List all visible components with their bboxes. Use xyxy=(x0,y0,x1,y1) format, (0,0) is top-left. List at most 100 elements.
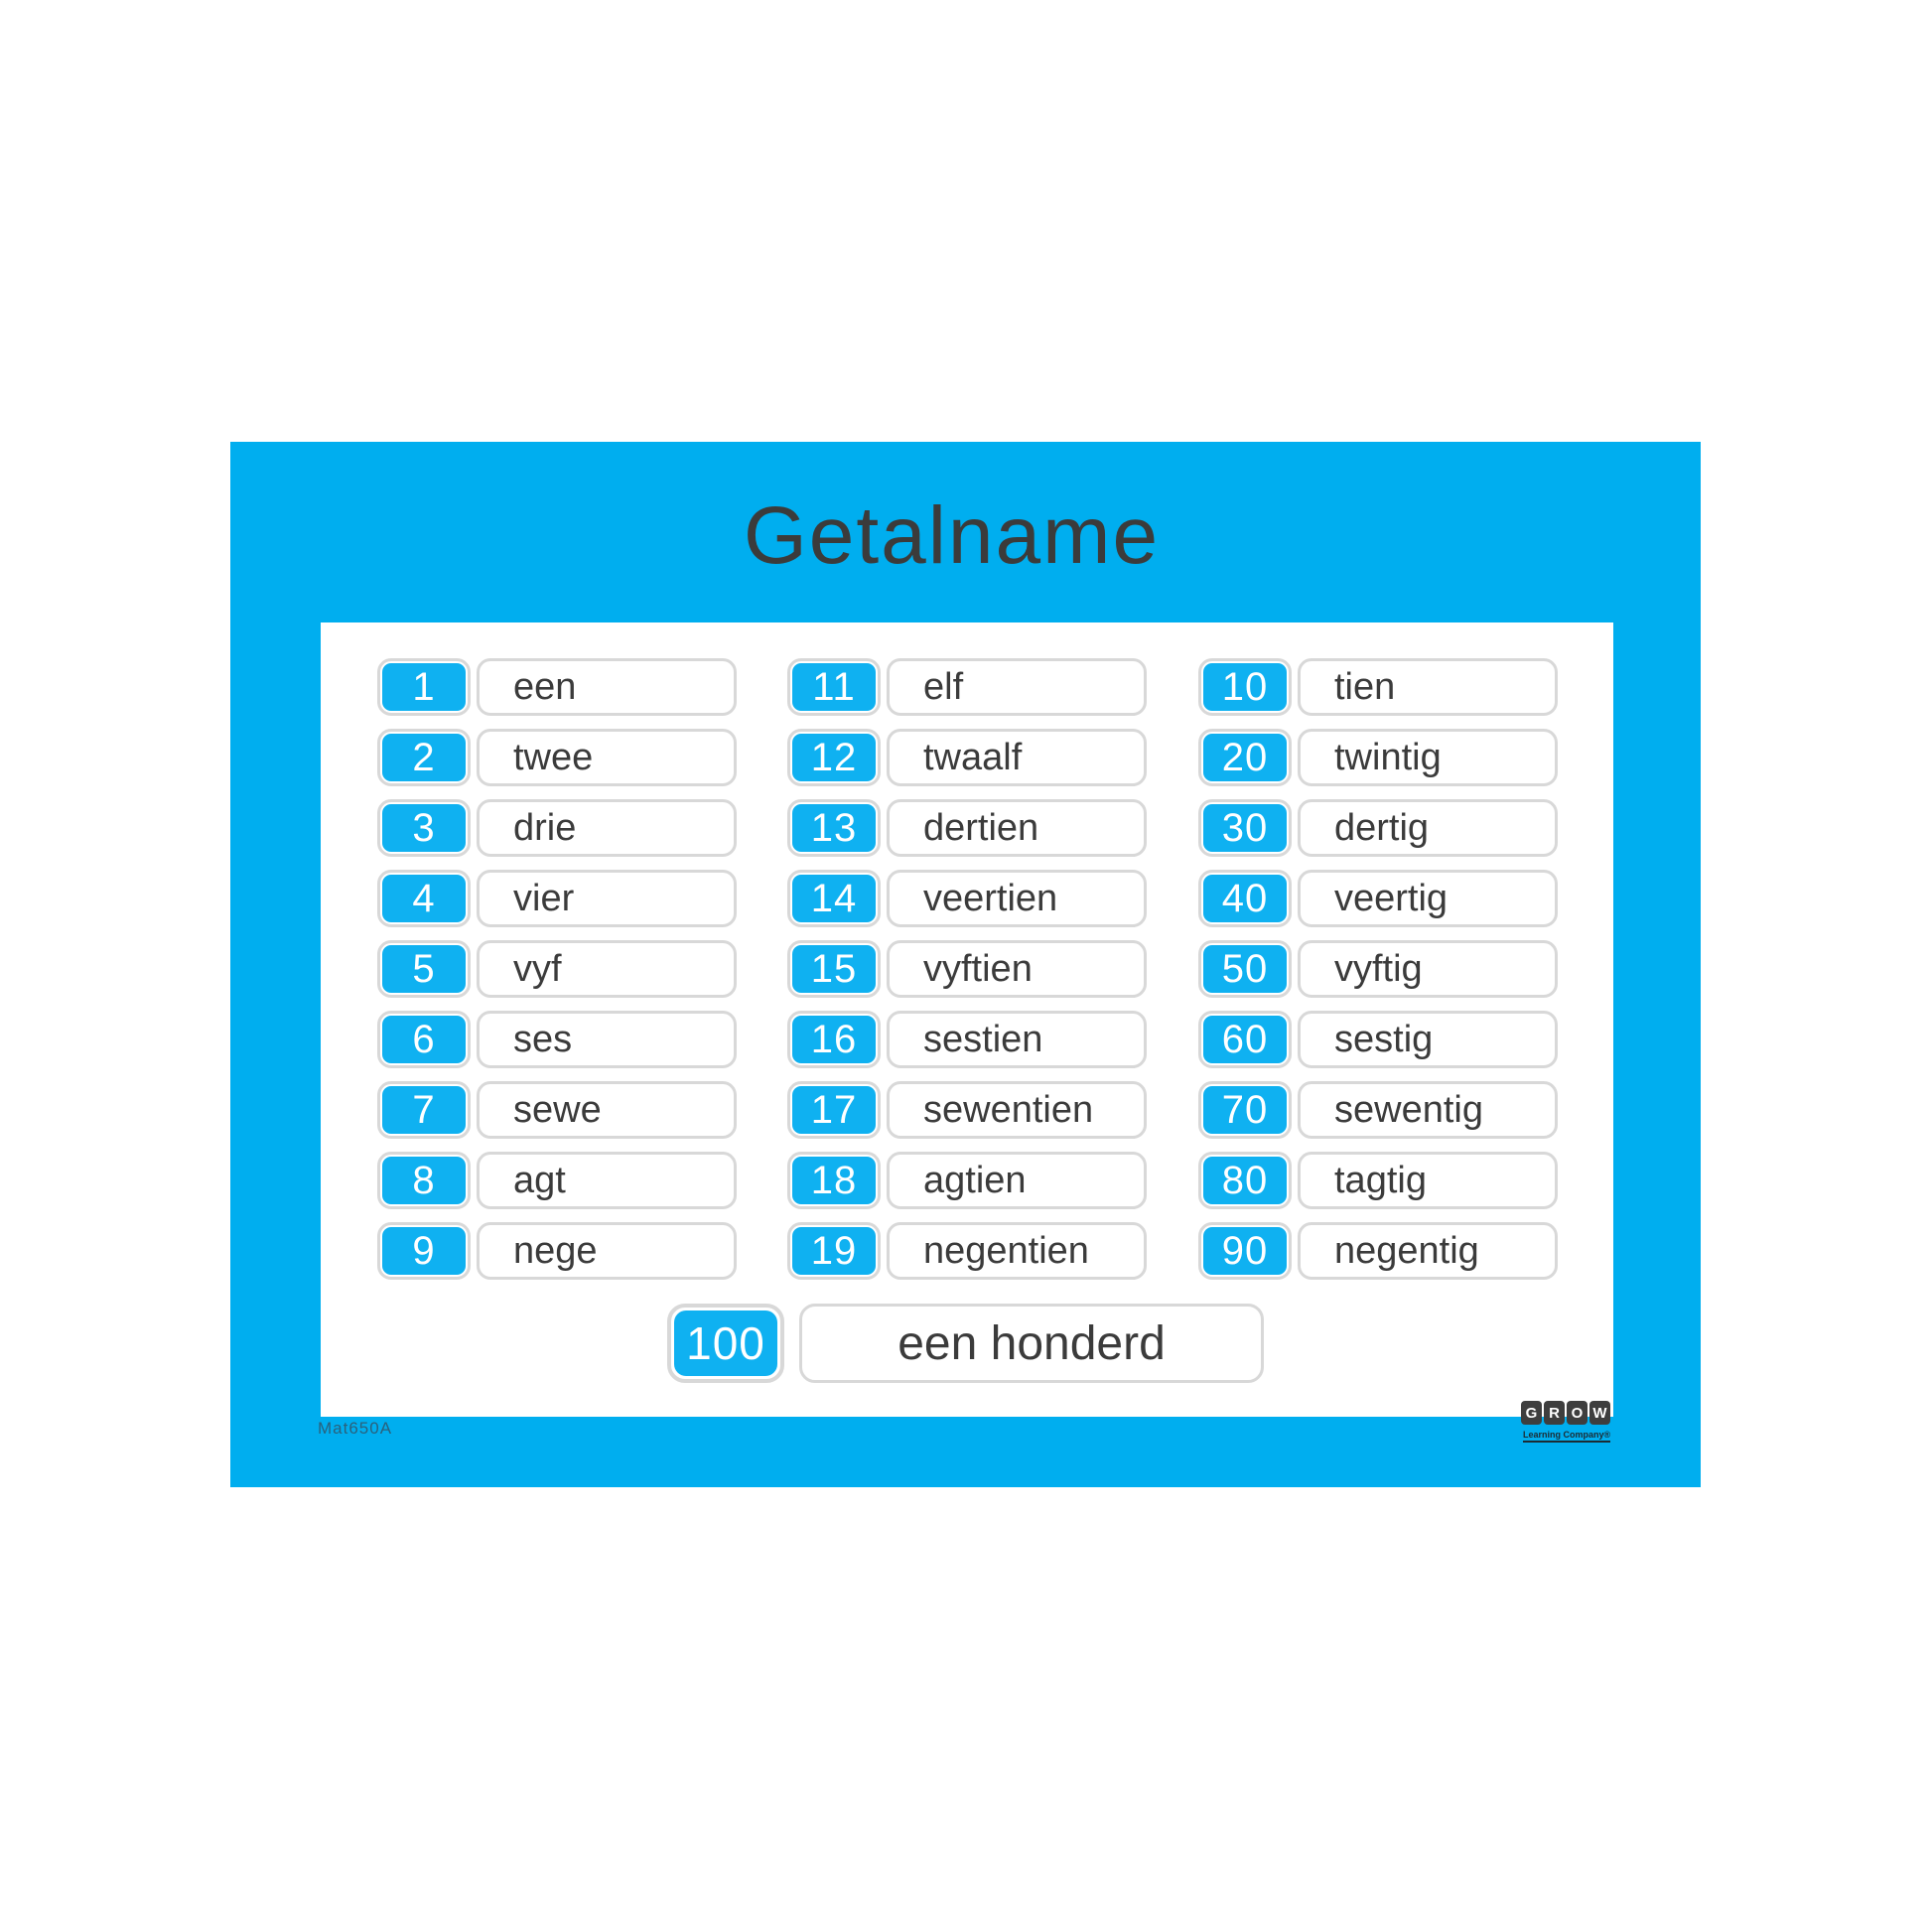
number-row: 70 sewentig xyxy=(1198,1081,1558,1139)
number-value: 14 xyxy=(792,875,876,922)
number-value: 80 xyxy=(1203,1157,1287,1204)
word-label: een honderd xyxy=(897,1316,1166,1370)
word-box: nege xyxy=(477,1222,737,1280)
number-value: 50 xyxy=(1203,945,1287,993)
number-value: 19 xyxy=(792,1227,876,1275)
number-value: 13 xyxy=(792,804,876,852)
word-box: een honderd xyxy=(799,1304,1264,1383)
word-box: tagtig xyxy=(1298,1152,1558,1209)
number-value: 17 xyxy=(792,1086,876,1134)
word-label: twee xyxy=(513,736,594,778)
number-tile: 16 xyxy=(787,1011,881,1068)
word-box: sestien xyxy=(887,1011,1147,1068)
number-tile: 19 xyxy=(787,1222,881,1280)
number-names-poster: Getalname 1 een 2 twee 3 drie 4 vier 5 vyf 6 ses 7 se… xyxy=(230,442,1701,1487)
number-value: 2 xyxy=(382,734,466,781)
logo-tagline: Learning Company® xyxy=(1523,1430,1611,1443)
number-value: 18 xyxy=(792,1157,876,1204)
number-row: 18 agtien xyxy=(787,1152,1147,1209)
number-value: 16 xyxy=(792,1016,876,1063)
word-box: twee xyxy=(477,729,737,786)
word-box: dertig xyxy=(1298,799,1558,857)
number-tile: 60 xyxy=(1198,1011,1292,1068)
number-tile: 15 xyxy=(787,940,881,998)
number-value: 1 xyxy=(382,663,466,711)
number-value: 3 xyxy=(382,804,466,852)
word-label: negentig xyxy=(1334,1229,1479,1272)
number-row: 60 sestig xyxy=(1198,1011,1558,1068)
number-tile: 100 xyxy=(667,1304,784,1383)
word-box: vyftien xyxy=(887,940,1147,998)
word-label: sewentig xyxy=(1334,1088,1483,1131)
number-tile: 5 xyxy=(377,940,471,998)
number-tile: 8 xyxy=(377,1152,471,1209)
number-row: 17 sewentien xyxy=(787,1081,1147,1139)
number-row: 8 agt xyxy=(377,1152,737,1209)
word-box: veertien xyxy=(887,870,1147,927)
number-value: 12 xyxy=(792,734,876,781)
word-box: sewentien xyxy=(887,1081,1147,1139)
logo-tile: R xyxy=(1544,1401,1565,1425)
number-row: 50 vyftig xyxy=(1198,940,1558,998)
number-row: 3 drie xyxy=(377,799,737,857)
word-label: sewe xyxy=(513,1088,602,1131)
number-value: 100 xyxy=(674,1311,777,1376)
word-box: sewentig xyxy=(1298,1081,1558,1139)
word-label: vier xyxy=(513,877,575,919)
number-value: 9 xyxy=(382,1227,466,1275)
number-row: 11 elf xyxy=(787,658,1147,716)
word-label: elf xyxy=(923,665,964,708)
number-tile: 9 xyxy=(377,1222,471,1280)
number-value: 8 xyxy=(382,1157,466,1204)
number-value: 40 xyxy=(1203,875,1287,922)
word-label: ses xyxy=(513,1018,573,1060)
number-row: 10 tien xyxy=(1198,658,1558,716)
number-tile: 12 xyxy=(787,729,881,786)
word-label: twintig xyxy=(1334,736,1442,778)
number-row: 20 twintig xyxy=(1198,729,1558,786)
word-label: agtien xyxy=(923,1159,1027,1201)
word-box: agtien xyxy=(887,1152,1147,1209)
word-label: vyftien xyxy=(923,947,1033,990)
number-value: 6 xyxy=(382,1016,466,1063)
number-tile: 2 xyxy=(377,729,471,786)
content-panel: 1 een 2 twee 3 drie 4 vier 5 vyf 6 ses 7 sewe 8 agt 9 neg… xyxy=(321,622,1613,1417)
number-value: 7 xyxy=(382,1086,466,1134)
word-label: nege xyxy=(513,1229,598,1272)
number-row: 5 vyf xyxy=(377,940,737,998)
word-box: drie xyxy=(477,799,737,857)
word-label: vyftig xyxy=(1334,947,1423,990)
number-column-units: 1 een 2 twee 3 drie 4 vier 5 vyf 6 ses 7 sewe 8 agt 9 neg… xyxy=(377,658,737,1293)
number-value: 5 xyxy=(382,945,466,993)
number-column-tens: 10 tien 20 twintig 30 dertig 40 veertig 50 vyftig… xyxy=(1198,658,1558,1293)
number-tile: 1 xyxy=(377,658,471,716)
word-label: dertien xyxy=(923,806,1039,849)
word-box: vyf xyxy=(477,940,737,998)
word-box: vyftig xyxy=(1298,940,1558,998)
product-code: Mat650A xyxy=(318,1419,393,1438)
word-label: sestig xyxy=(1334,1018,1434,1060)
number-row: 7 sewe xyxy=(377,1081,737,1139)
number-row: 80 tagtig xyxy=(1198,1152,1558,1209)
word-box: tien xyxy=(1298,658,1558,716)
number-value: 10 xyxy=(1203,663,1287,711)
word-label: negentien xyxy=(923,1229,1089,1272)
number-tile: 30 xyxy=(1198,799,1292,857)
word-box: sestig xyxy=(1298,1011,1558,1068)
word-label: agt xyxy=(513,1159,566,1201)
word-box: negentig xyxy=(1298,1222,1558,1280)
number-tile: 20 xyxy=(1198,729,1292,786)
number-row: 16 sestien xyxy=(787,1011,1147,1068)
number-row: 2 twee xyxy=(377,729,737,786)
number-row: 9 nege xyxy=(377,1222,737,1280)
number-tile: 3 xyxy=(377,799,471,857)
number-row: 14 veertien xyxy=(787,870,1147,927)
word-label: tagtig xyxy=(1334,1159,1427,1201)
number-value: 30 xyxy=(1203,804,1287,852)
number-tile: 90 xyxy=(1198,1222,1292,1280)
word-label: dertig xyxy=(1334,806,1430,849)
word-box: dertien xyxy=(887,799,1147,857)
number-tile: 80 xyxy=(1198,1152,1292,1209)
word-label: veertien xyxy=(923,877,1058,919)
